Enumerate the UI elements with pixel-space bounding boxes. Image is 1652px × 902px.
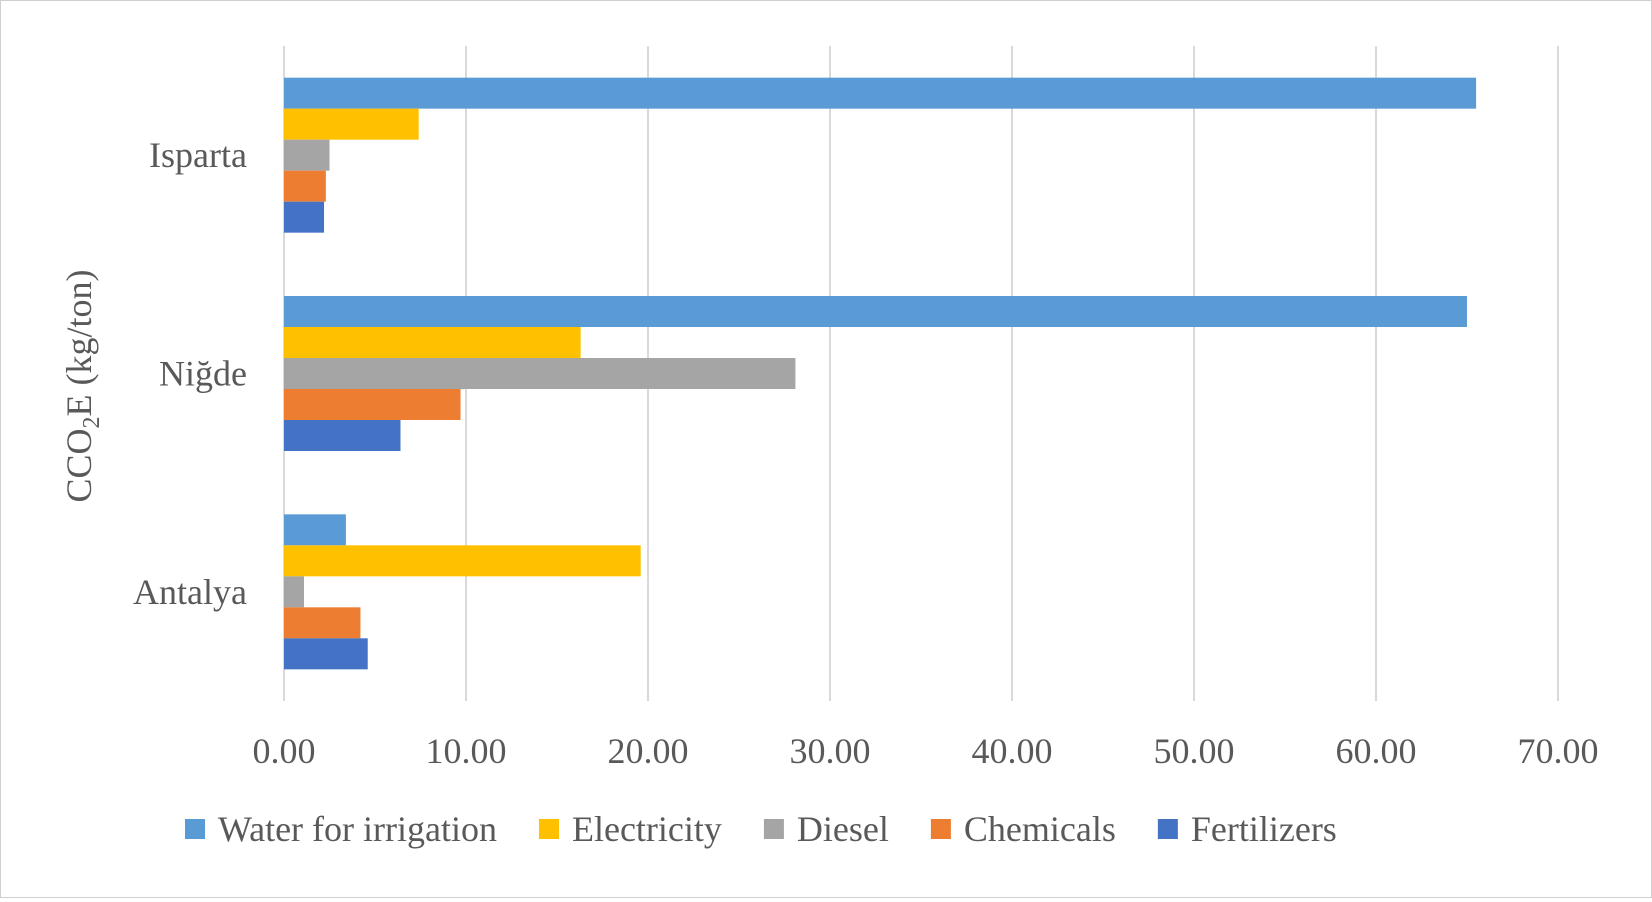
bar-isparta-diesel	[284, 139, 330, 171]
bar-niğde-diesel	[284, 358, 796, 389]
bar-niğde-water-for-irrigation	[284, 296, 1467, 327]
legend-label: Water for irrigation	[218, 809, 497, 849]
legend-label: Chemicals	[964, 809, 1116, 849]
category-labels: Isparta Niğde Antalya	[133, 135, 247, 612]
bar-isparta-water-for-irrigation	[284, 77, 1477, 109]
bar-isparta-electricity	[284, 108, 419, 140]
bars	[284, 77, 1477, 670]
legend-label: Fertilizers	[1191, 809, 1337, 849]
x-tick-labels: 0.00 10.00 20.00 30.00 40.00 50.00 60.00 70.00	[253, 731, 1599, 771]
bar-niğde-fertilizers	[284, 420, 401, 451]
legend-swatch	[763, 819, 784, 839]
legend-label: Electricity	[572, 809, 722, 849]
bar-niğde-chemicals	[284, 389, 461, 420]
legend-item: Diesel	[763, 809, 889, 849]
y-axis-label: CCO2E (kg/ton)	[59, 269, 105, 502]
category-label: Niğde	[159, 354, 247, 394]
legend-item: Water for irrigation	[185, 809, 497, 849]
category-label: Antalya	[133, 572, 247, 612]
x-tick-label: 0.00	[253, 731, 316, 771]
legend-swatch	[930, 819, 951, 839]
legend-swatch	[1157, 819, 1178, 839]
bar-antalya-diesel	[284, 576, 305, 608]
bar-antalya-electricity	[284, 545, 641, 577]
legend-item: Electricity	[538, 809, 722, 849]
x-tick-label: 30.00	[790, 731, 871, 771]
x-tick-label: 20.00	[608, 731, 689, 771]
x-tick-label: 40.00	[972, 731, 1053, 771]
bar-isparta-fertilizers	[284, 201, 325, 233]
legend-swatch	[185, 819, 205, 839]
legend-label: Diesel	[797, 809, 889, 849]
category-label: Isparta	[149, 135, 247, 175]
x-tick-label: 70.00	[1518, 731, 1599, 771]
legend: Water for irrigation Electricity Diesel Che…	[185, 809, 1337, 849]
legend-item: Chemicals	[930, 809, 1116, 849]
bar-isparta-chemicals	[284, 170, 326, 202]
x-tick-label: 60.00	[1336, 731, 1417, 771]
bar-niğde-electricity	[284, 327, 581, 358]
x-tick-label: 50.00	[1154, 731, 1235, 771]
bar-antalya-fertilizers	[284, 638, 368, 670]
bar-antalya-chemicals	[284, 607, 361, 639]
x-tick-label: 10.00	[426, 731, 507, 771]
legend-item: Fertilizers	[1157, 809, 1337, 849]
bar-antalya-water-for-irrigation	[284, 514, 346, 546]
legend-swatch	[538, 819, 559, 839]
